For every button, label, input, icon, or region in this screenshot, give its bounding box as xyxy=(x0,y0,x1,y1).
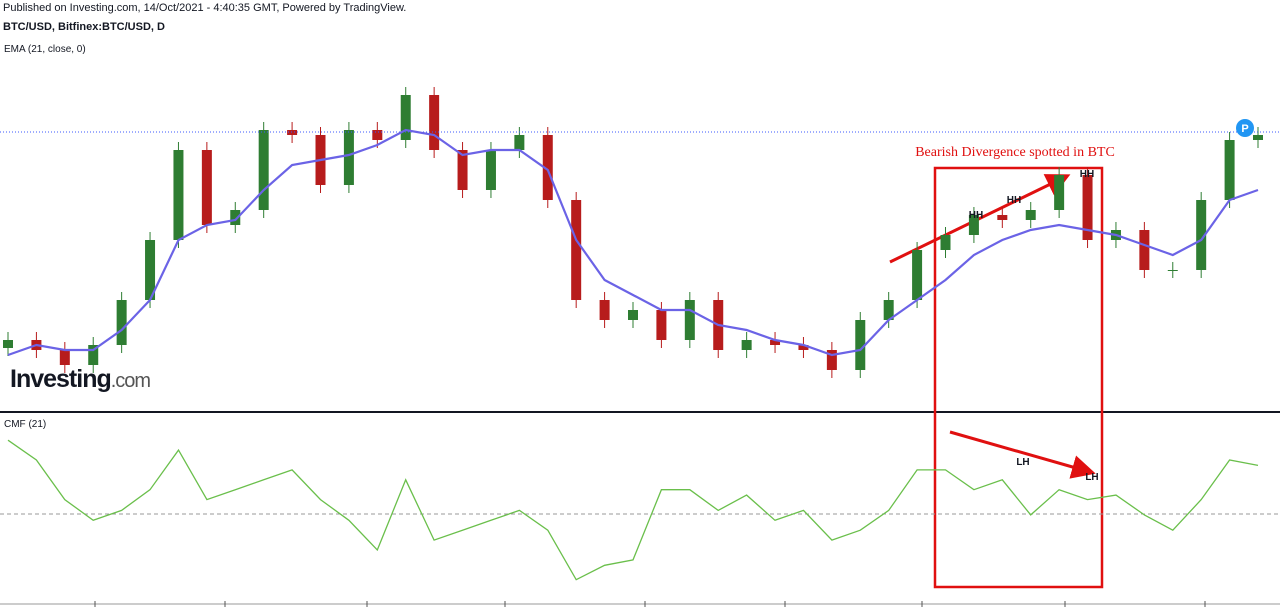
logo-suffix: .com xyxy=(111,370,151,392)
annotation: Bearish Divergence spotted in BTC xyxy=(915,145,1115,160)
candle-body xyxy=(741,340,752,350)
candle-body xyxy=(429,95,440,150)
time-ticks xyxy=(94,601,1206,607)
candle-body xyxy=(997,215,1008,220)
candle-body xyxy=(514,135,525,150)
candle-body xyxy=(1139,230,1150,270)
candle-body xyxy=(287,130,298,135)
candle-body xyxy=(770,340,781,345)
candle-body xyxy=(883,300,894,320)
highlight-box xyxy=(933,166,1104,589)
candle-body xyxy=(258,130,269,210)
candle-body xyxy=(372,130,383,140)
candle-body xyxy=(684,300,695,340)
legend-entry: EMA (21, close, 0) xyxy=(4,44,86,55)
candle-body xyxy=(343,130,354,185)
candle-body xyxy=(542,135,553,200)
candle-body xyxy=(230,210,241,225)
candle-body xyxy=(1054,175,1065,210)
candle-body xyxy=(3,340,13,348)
legend-entry: CMF (21) xyxy=(4,419,46,430)
symbol-title: BTC/USD, Bitfinex:BTC/USD, D xyxy=(3,21,165,33)
candle-body xyxy=(571,200,582,300)
candle-body xyxy=(855,320,866,370)
candle-body xyxy=(940,235,951,250)
candle-body xyxy=(1196,200,1207,270)
candle-body xyxy=(88,345,99,365)
candle-body xyxy=(201,150,212,225)
publish-note: Published on Investing.com, 14/Oct/2021 … xyxy=(3,2,406,14)
candle-body xyxy=(59,350,70,365)
candle-body xyxy=(1224,140,1235,200)
candle-body xyxy=(1025,210,1036,220)
candle-body xyxy=(912,250,923,300)
series-line xyxy=(7,439,1259,581)
cmf-arrow xyxy=(949,430,1096,479)
candle-body xyxy=(968,215,979,235)
candle-body xyxy=(599,300,610,320)
candle-body xyxy=(1253,135,1263,140)
price-marker xyxy=(1236,119,1254,137)
logo-brand: Investing xyxy=(10,365,111,393)
price-marker-label: P xyxy=(1241,123,1248,135)
candle-body xyxy=(116,300,127,345)
annotation: LH xyxy=(1085,472,1098,483)
candle-body xyxy=(485,150,496,190)
candle-body xyxy=(628,310,638,320)
candle-body xyxy=(656,310,667,340)
candle-body xyxy=(400,95,411,140)
annotation: HH xyxy=(1080,169,1094,180)
candle-body xyxy=(1167,270,1178,271)
annotation: HH xyxy=(969,210,983,221)
candle-body xyxy=(145,240,156,300)
annotation: HH xyxy=(1007,195,1021,206)
candle-body xyxy=(826,350,837,370)
logo: Investing.com xyxy=(10,365,150,393)
series-line xyxy=(7,128,1259,357)
candle-body xyxy=(1082,175,1093,240)
candle-body xyxy=(457,150,468,190)
candle-body xyxy=(798,345,809,350)
candle-body xyxy=(173,150,184,240)
annotation: LH xyxy=(1016,457,1029,468)
